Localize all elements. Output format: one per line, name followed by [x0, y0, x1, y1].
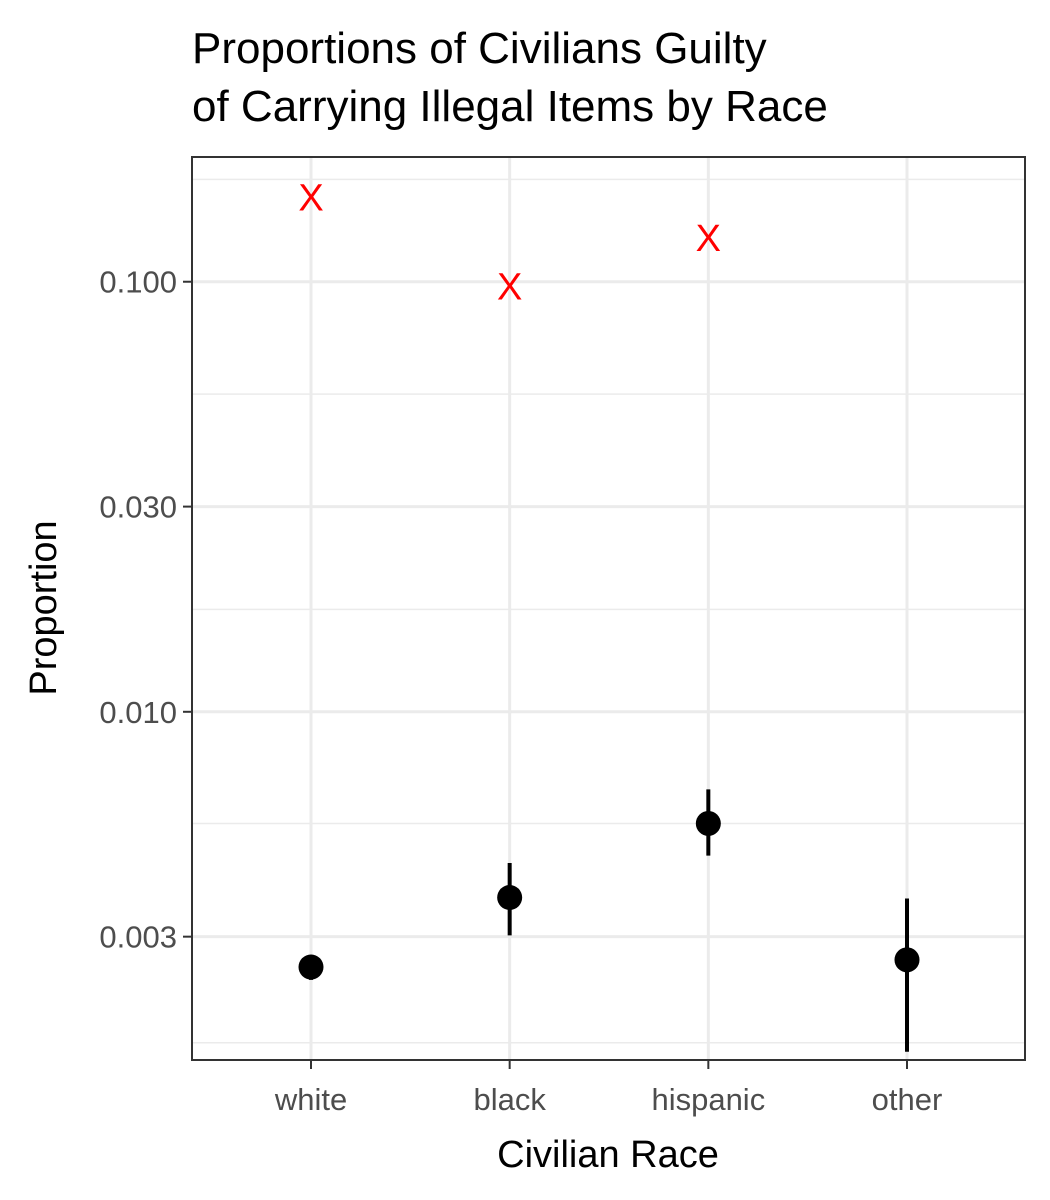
point-white: [298, 954, 324, 980]
y-tick-label-2: 0.030: [99, 490, 177, 525]
x-marker-black: X: [497, 267, 522, 309]
y-axis: 0.003 0.010 0.030 0.100: [99, 265, 192, 955]
y-tick-label-0: 0.003: [99, 920, 177, 955]
y-tick-label-1: 0.010: [99, 695, 177, 730]
y-tick-label-3: 0.100: [99, 265, 177, 300]
point-black: [497, 884, 523, 910]
x-marker-white: X: [298, 177, 323, 219]
y-axis-title: Proportion: [23, 520, 65, 695]
x-marker-hispanic: X: [696, 218, 721, 260]
x-tick-label-other: other: [872, 1082, 943, 1117]
x-axis: white black hispanic other: [274, 1060, 943, 1117]
point-hispanic: [695, 810, 721, 836]
chart-title-line-2: of Carrying Illegal Items by Race: [192, 82, 828, 131]
x-tick-label-black: black: [473, 1082, 546, 1117]
x-axis-title: Civilian Race: [497, 1134, 719, 1176]
chart-title-line-1: Proportions of Civilians Guilty: [192, 24, 767, 73]
x-tick-label-white: white: [274, 1082, 347, 1117]
data-marks: X X X: [298, 177, 920, 1052]
x-tick-label-hispanic: hispanic: [651, 1082, 765, 1117]
plot-border: [191, 156, 1026, 1061]
point-other: [894, 947, 920, 973]
plot-panel: [192, 157, 1025, 1060]
minor-gridlines: [192, 178, 1025, 1044]
